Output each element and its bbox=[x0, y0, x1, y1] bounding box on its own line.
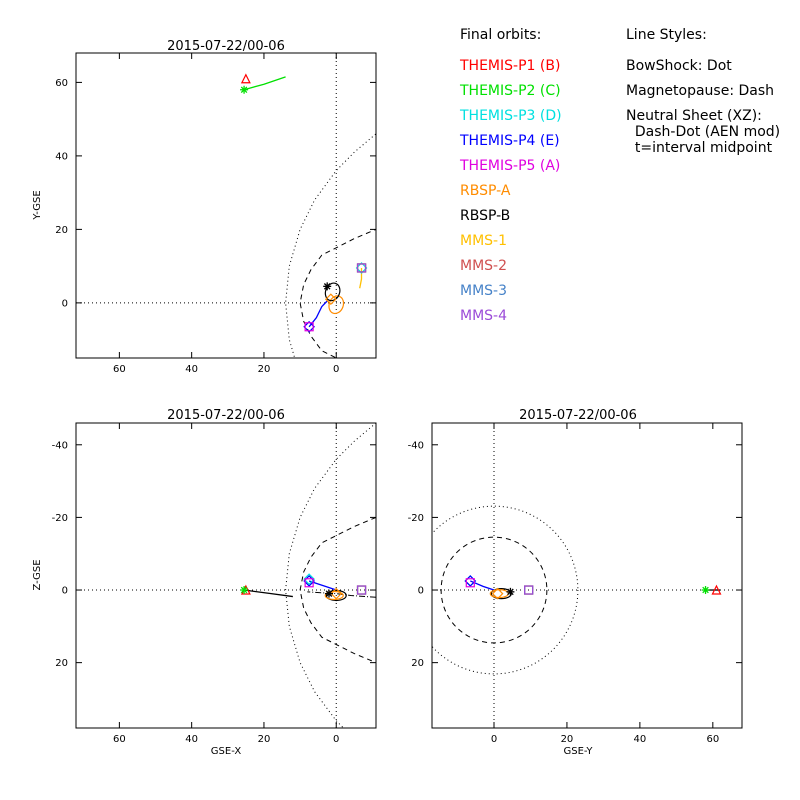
y-tick-label: 40 bbox=[55, 151, 68, 162]
y-tick-label: 20 bbox=[55, 658, 68, 669]
triangle-marker bbox=[240, 73, 251, 84]
x-tick-label: 0 bbox=[333, 364, 339, 375]
plot-frame bbox=[431, 422, 743, 729]
x-tick-label: 20 bbox=[258, 364, 271, 375]
y-tick-label: -40 bbox=[52, 440, 68, 451]
y-tick-label: -20 bbox=[52, 513, 68, 524]
bow-shock-curve bbox=[432, 505, 579, 675]
asterisk-marker bbox=[506, 587, 515, 596]
orbit-legend: Final orbits: THEMIS-P1 (B) THEMIS-P2 (C)… bbox=[459, 27, 562, 324]
asterisk-marker bbox=[240, 85, 249, 94]
diamond-marker bbox=[324, 293, 337, 306]
legend-title: Final orbits: bbox=[460, 27, 541, 43]
magnetopause-curve bbox=[299, 228, 376, 358]
plot-frame bbox=[75, 52, 377, 359]
legend-entry: MMS-2 bbox=[460, 258, 507, 274]
x-tick-label: 20 bbox=[561, 734, 574, 745]
panel-yz-xlabel: GSE-Y bbox=[564, 746, 594, 757]
orbit-loop bbox=[490, 588, 512, 600]
x-tick-label: 40 bbox=[185, 734, 198, 745]
panel-yz: 2015-07-22/00-06 GSE-Y 0 20 40 60 -40 -20 0 20 bbox=[408, 408, 743, 757]
bow-shock-curve bbox=[285, 133, 376, 358]
orbit-loop bbox=[324, 282, 341, 302]
diamond-marker bbox=[330, 587, 343, 600]
y-tick-label: 60 bbox=[55, 78, 68, 89]
legend-entry: RBSP-A bbox=[460, 183, 511, 199]
plot-area bbox=[76, 53, 376, 358]
panel-xy-title: 2015-07-22/00-06 bbox=[167, 39, 285, 54]
legend-entry: MMS-4 bbox=[460, 308, 507, 324]
plot-area bbox=[76, 423, 376, 728]
line-style-text: Neutral Sheet (XZ): bbox=[626, 108, 762, 124]
line-styles-legend: Line Styles: BowShock: Dot Magnetopause: … bbox=[626, 27, 780, 156]
magnetopause-curve bbox=[440, 536, 548, 644]
bow-shock-curve bbox=[285, 423, 376, 728]
x-tick-label: 0 bbox=[491, 734, 497, 745]
asterisk-marker bbox=[323, 282, 332, 291]
line-styles-title: Line Styles: bbox=[626, 27, 707, 43]
y-tick-label: -40 bbox=[408, 440, 424, 451]
legend-entry: THEMIS-P3 (D) bbox=[459, 108, 562, 124]
x-tick-label: 40 bbox=[634, 734, 647, 745]
legend-entry: THEMIS-P1 (B) bbox=[459, 58, 560, 74]
diamond-marker bbox=[303, 573, 315, 585]
triangle-marker bbox=[711, 584, 722, 595]
square-marker bbox=[465, 578, 475, 588]
plot-area bbox=[432, 423, 742, 728]
legend-entry: THEMIS-P2 (C) bbox=[459, 83, 561, 99]
legend-entry: THEMIS-P5 (A) bbox=[459, 158, 560, 174]
asterisk-marker bbox=[325, 589, 334, 598]
line-style-text: BowShock: Dot bbox=[626, 58, 732, 74]
diamond-marker bbox=[303, 320, 315, 333]
orbit-track bbox=[308, 580, 337, 591]
y-tick-label: 20 bbox=[411, 658, 424, 669]
y-tick-label: 0 bbox=[62, 298, 68, 309]
x-tick-label: 0 bbox=[333, 734, 339, 745]
asterisk-marker bbox=[240, 586, 249, 595]
line-style-text: Dash-Dot (AEN mod) bbox=[626, 124, 780, 140]
x-tick-label: 20 bbox=[258, 734, 271, 745]
orbit-loop bbox=[325, 589, 347, 602]
panel-yz-title: 2015-07-22/00-06 bbox=[519, 408, 637, 423]
diamond-marker bbox=[355, 262, 368, 274]
diamond-marker bbox=[491, 587, 504, 600]
panel-xy: 2015-07-22/00-06 Y-GSE 60 40 20 0 0 20 40 60 bbox=[32, 39, 377, 375]
neutral-sheet-curve bbox=[307, 591, 376, 598]
orbit-track bbox=[243, 76, 286, 91]
magnetopause-curve bbox=[299, 516, 376, 664]
y-tick-label: -20 bbox=[408, 513, 424, 524]
panel-xz: 2015-07-22/00-06 Z-GSE GSE-X 60 40 20 0 -40 -… bbox=[32, 408, 377, 757]
plot-frame bbox=[75, 422, 377, 729]
square-marker bbox=[356, 585, 367, 595]
y-tick-label: 0 bbox=[418, 586, 424, 597]
line-style-text: t=interval midpoint bbox=[626, 140, 773, 156]
panel-xz-xlabel: GSE-X bbox=[211, 746, 242, 757]
x-tick-label: 60 bbox=[113, 364, 126, 375]
panel-xy-ylabel: Y-GSE bbox=[32, 190, 43, 220]
legend-entry: THEMIS-P4 (E) bbox=[459, 133, 560, 149]
y-tick-label: 20 bbox=[55, 225, 68, 236]
panel-xz-title: 2015-07-22/00-06 bbox=[167, 408, 285, 423]
legend-entry: MMS-1 bbox=[460, 233, 507, 249]
panel-xz-ylabel: Z-GSE bbox=[32, 559, 43, 590]
legend-entry: RBSP-B bbox=[460, 208, 510, 224]
orbit-track bbox=[243, 589, 293, 598]
line-style-text: Magnetopause: Dash bbox=[626, 83, 774, 99]
legend-entry: MMS-3 bbox=[460, 283, 507, 299]
square-marker bbox=[304, 322, 314, 332]
square-marker bbox=[524, 585, 534, 595]
x-tick-label: 60 bbox=[706, 734, 719, 745]
square-marker bbox=[356, 263, 367, 273]
x-tick-label: 40 bbox=[185, 364, 198, 375]
x-tick-label: 60 bbox=[113, 734, 126, 745]
square-marker bbox=[304, 578, 314, 588]
asterisk-marker bbox=[701, 586, 710, 595]
y-tick-label: 0 bbox=[62, 586, 68, 597]
